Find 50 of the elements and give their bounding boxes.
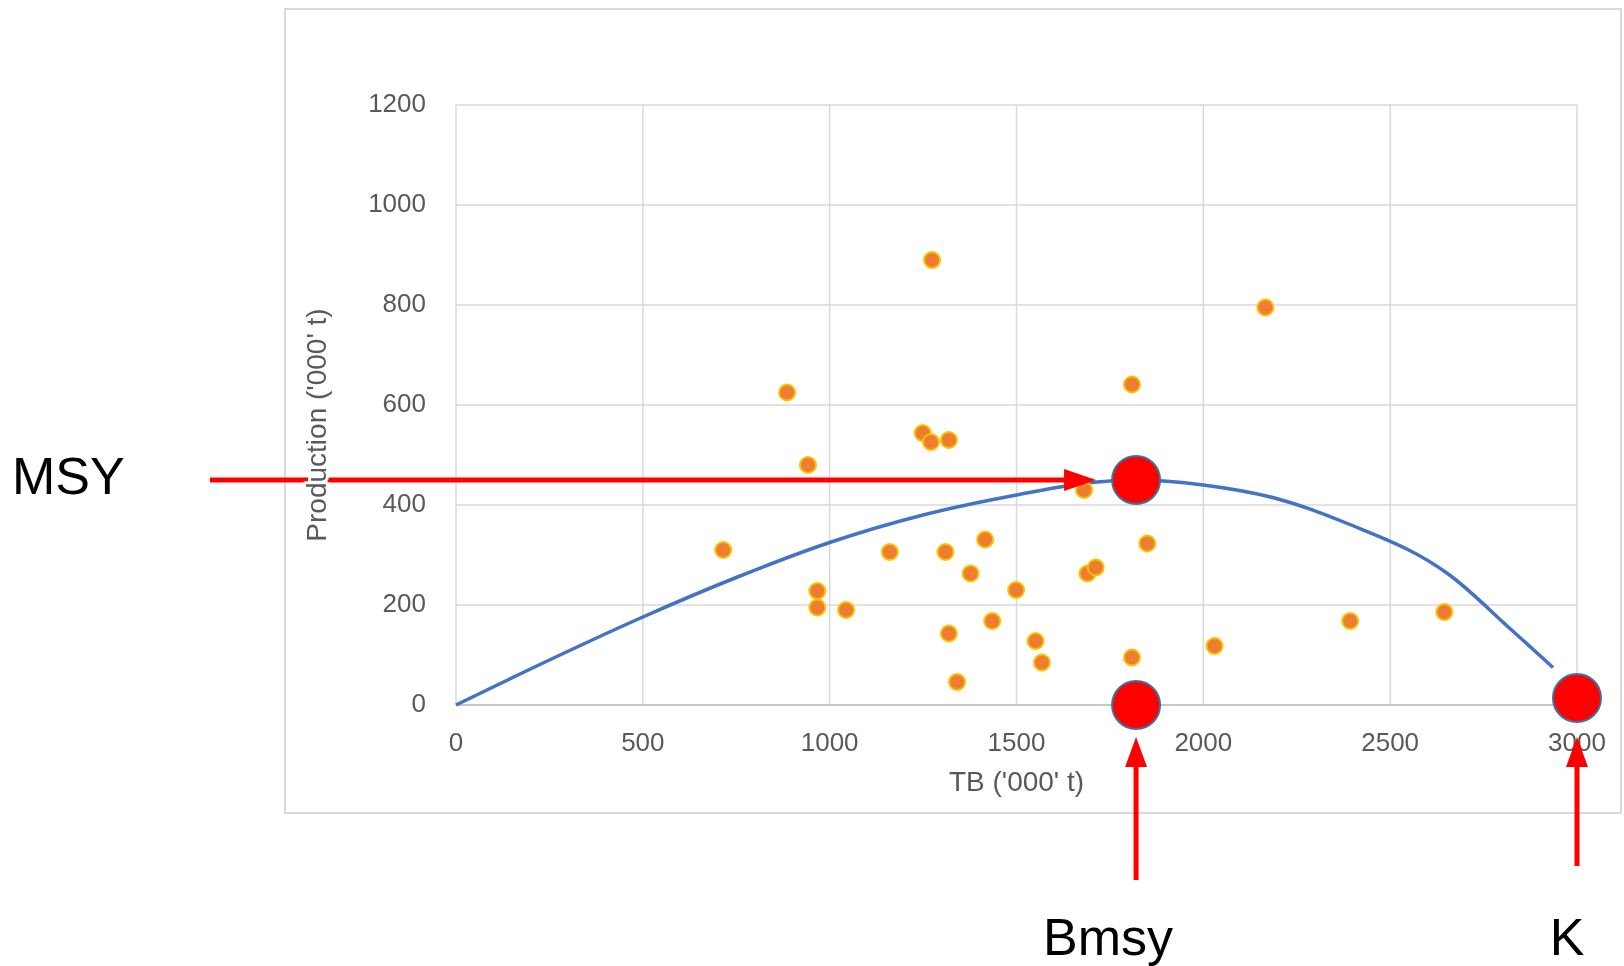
point <box>1032 653 1051 672</box>
text: MSY <box>12 446 125 505</box>
x-tick-label: 1000 <box>800 727 859 757</box>
y-tick-label: 1000 <box>368 187 426 218</box>
text: Bmsy <box>1043 908 1174 966</box>
y-tick-label: 600 <box>382 387 426 418</box>
x-tick-label: 0 <box>448 727 464 757</box>
point <box>948 673 967 691</box>
point <box>1552 673 1602 723</box>
x-tick-label: 500 <box>621 727 665 757</box>
text: K <box>1549 908 1585 966</box>
point <box>939 624 958 643</box>
x-tick-label: 3000 <box>1548 727 1606 757</box>
y-tick-label: 400 <box>382 487 426 518</box>
point <box>1111 455 1162 505</box>
point <box>923 251 942 269</box>
point <box>1111 680 1162 730</box>
x-tick-label: 2000 <box>1174 727 1233 757</box>
point <box>1122 375 1141 394</box>
y-tick-label: 200 <box>382 587 426 618</box>
point <box>1026 632 1045 650</box>
point <box>936 543 955 561</box>
x-axis-title: TB ('000' t) <box>948 766 1085 797</box>
y-tick-label: 1200 <box>368 87 426 118</box>
point <box>778 383 797 402</box>
point <box>1007 581 1026 599</box>
point <box>921 433 940 451</box>
point <box>1256 298 1275 317</box>
point <box>714 541 733 559</box>
point <box>983 612 1002 630</box>
point <box>1138 534 1157 553</box>
point <box>976 530 995 549</box>
point <box>837 601 856 619</box>
point <box>1122 648 1141 667</box>
line-series <box>454 478 1555 707</box>
y-tick-label: 0 <box>411 687 426 718</box>
point <box>1341 612 1360 630</box>
point <box>1435 603 1454 621</box>
point <box>808 598 827 617</box>
point <box>1205 637 1224 655</box>
y-tick-label: 800 <box>382 287 426 318</box>
point <box>939 431 958 449</box>
point <box>961 564 980 583</box>
point <box>1086 558 1105 577</box>
point <box>798 456 817 474</box>
y-axis-title: Production ('000' t) <box>301 308 332 542</box>
point <box>880 543 899 561</box>
point <box>808 582 827 600</box>
x-tick-label: 1500 <box>987 727 1046 757</box>
x-tick-label: 2500 <box>1361 727 1420 757</box>
